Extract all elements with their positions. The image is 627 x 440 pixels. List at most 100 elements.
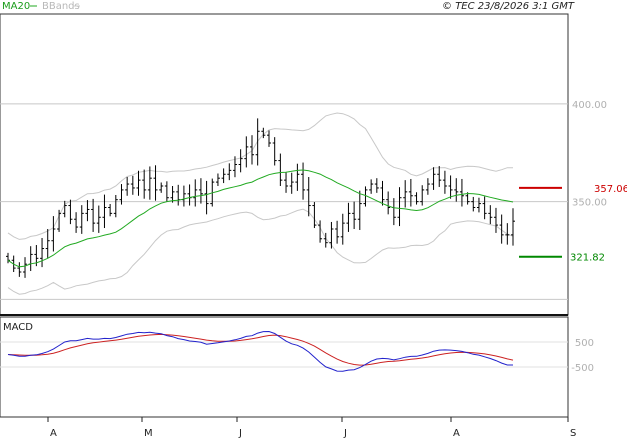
ohlc-bar bbox=[295, 163, 300, 191]
ohlc-bar bbox=[505, 223, 510, 245]
ohlc-bar bbox=[51, 216, 56, 252]
ohlc-bar bbox=[476, 197, 481, 213]
ohlc-bar bbox=[232, 156, 237, 178]
ohlc-bar bbox=[108, 203, 113, 217]
ohlc-bar bbox=[96, 205, 101, 233]
ohlc-bar bbox=[28, 246, 33, 272]
ohlc-bar bbox=[193, 179, 198, 207]
upper-band bbox=[7, 112, 514, 240]
ohlc-bar bbox=[255, 118, 260, 166]
ohlc-bar bbox=[386, 191, 391, 215]
x-tick-label: M bbox=[144, 428, 153, 439]
macd-tick-label: 500 bbox=[575, 338, 594, 349]
lower-band bbox=[7, 208, 514, 295]
price-gridlines bbox=[0, 103, 568, 300]
ohlc-bar bbox=[357, 190, 362, 230]
ohlc-bar bbox=[380, 180, 385, 206]
ohlc-bar bbox=[448, 175, 453, 199]
ohlc-bar bbox=[442, 170, 447, 194]
ohlc-bar bbox=[170, 186, 175, 203]
ohlc-bar bbox=[318, 220, 323, 243]
ohlc-bar bbox=[102, 194, 107, 229]
ohlc-bar bbox=[136, 170, 141, 196]
ohlc-bar bbox=[40, 237, 45, 268]
ohlc-bar bbox=[238, 149, 243, 173]
ohlc-bar bbox=[278, 153, 283, 186]
ohlc-bar bbox=[85, 200, 90, 222]
ohlc-bar bbox=[437, 166, 442, 187]
ohlc-bar bbox=[284, 171, 289, 193]
ohlc-bar bbox=[267, 130, 272, 147]
ohlc-bar bbox=[374, 178, 379, 193]
ohlc-bar bbox=[414, 192, 419, 205]
ohlc-bar bbox=[499, 214, 504, 244]
x-tick-label: A bbox=[453, 428, 460, 439]
ohlc-bar bbox=[17, 262, 22, 277]
ohlc-bar bbox=[74, 212, 79, 233]
ohlc-bar bbox=[465, 192, 470, 205]
legend-ma: MA20 bbox=[2, 1, 30, 12]
macd-title: MACD bbox=[3, 322, 33, 333]
ohlc-bar bbox=[159, 182, 164, 193]
ohlc-bar bbox=[471, 196, 476, 212]
ohlc-bar bbox=[408, 178, 413, 207]
ohlc-bar bbox=[142, 169, 147, 199]
ohlc-bar bbox=[181, 185, 186, 207]
ohlc-bar bbox=[352, 201, 357, 229]
ohlc-bar bbox=[391, 198, 396, 226]
price-y-ticks: 350.00 400.00 bbox=[572, 100, 607, 209]
ohlc-bar bbox=[198, 178, 203, 204]
macd-gridlines bbox=[0, 341, 568, 368]
macd-y-ticks: 500 -500 bbox=[571, 338, 594, 374]
ohlc-bar bbox=[329, 221, 334, 249]
ohlc-bar bbox=[369, 179, 374, 194]
ohlc-bar bbox=[261, 127, 266, 139]
x-tick-label: J bbox=[238, 428, 242, 439]
ohlc-bar bbox=[420, 185, 425, 206]
ohlc-bar bbox=[215, 173, 220, 186]
ohlc-bar bbox=[68, 199, 73, 225]
x-tick-label: S bbox=[570, 428, 576, 439]
ohlc-bar bbox=[91, 198, 96, 232]
ohlc-bar bbox=[45, 229, 50, 259]
ohlc-bar bbox=[454, 178, 459, 202]
ohlc-bar bbox=[221, 168, 226, 184]
ohlc-bar bbox=[289, 172, 294, 194]
ohlc-bar bbox=[488, 205, 493, 225]
ohlc-bar bbox=[79, 205, 84, 234]
ohlc-bar bbox=[164, 181, 169, 202]
ohlc-bar bbox=[511, 208, 515, 246]
price-panel-frame bbox=[0, 13, 569, 316]
ohlc-bar bbox=[363, 186, 368, 207]
ohlc-bar bbox=[119, 184, 124, 205]
ohlc-bar bbox=[57, 209, 62, 232]
ohlc-bar bbox=[340, 213, 345, 245]
ohlc-bar bbox=[187, 184, 192, 206]
ohlc-bar bbox=[113, 194, 118, 218]
ohlc-bar bbox=[147, 166, 152, 200]
ohlc-bar bbox=[130, 175, 135, 195]
ohlc-bar bbox=[301, 162, 306, 200]
ohlc-bar bbox=[482, 196, 487, 220]
bollinger-bands bbox=[7, 112, 514, 295]
ohlc-bar bbox=[244, 136, 249, 168]
ohlc-bar bbox=[23, 257, 28, 278]
resistance-label: 357.06 bbox=[594, 184, 627, 195]
support-label: 321.82 bbox=[570, 253, 605, 264]
ohlc-bar bbox=[431, 167, 436, 190]
price-tick-label: 400.00 bbox=[572, 100, 607, 111]
ohlc-bar bbox=[176, 184, 181, 206]
ohlc-bar bbox=[493, 207, 498, 233]
ohlc-bar bbox=[306, 177, 311, 217]
ohlc-bar bbox=[62, 200, 67, 218]
x-tick-label: A bbox=[50, 428, 57, 439]
macd-tick-label: -500 bbox=[571, 363, 594, 374]
ohlc-bar bbox=[459, 178, 464, 207]
ohlc-bar bbox=[153, 165, 158, 201]
ohlc-bar bbox=[249, 135, 254, 165]
ohlc-bar bbox=[272, 137, 277, 166]
price-tick-label: 350.00 bbox=[572, 198, 607, 209]
ohlc-bar bbox=[204, 180, 209, 215]
ohlc-bar bbox=[403, 180, 408, 208]
ohlc-bar bbox=[397, 187, 402, 227]
